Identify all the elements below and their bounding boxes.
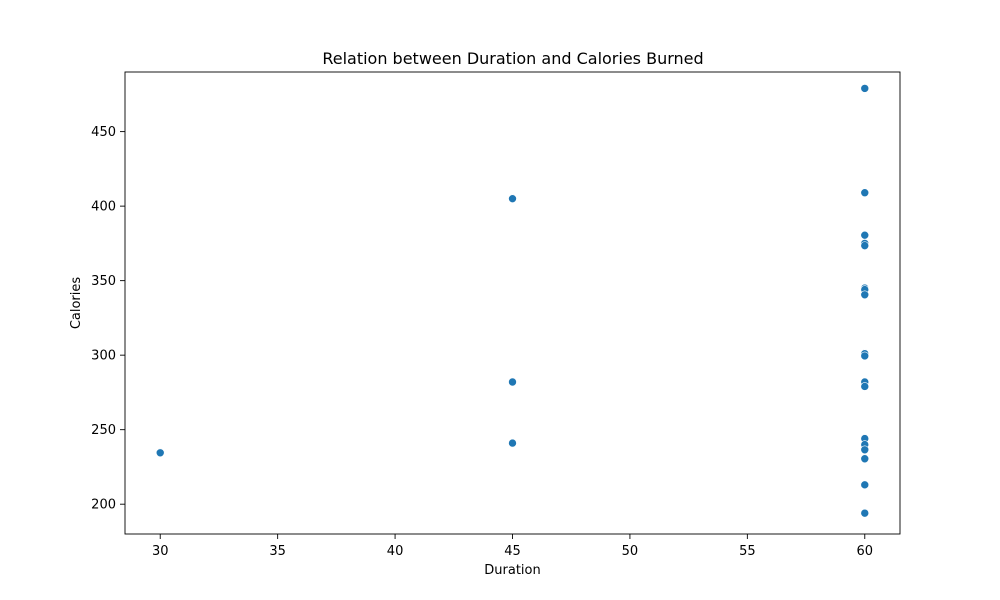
data-point-4: [860, 84, 870, 93]
data-point-3: [508, 438, 517, 448]
data-point-20: [860, 480, 870, 490]
data-point-11: [860, 290, 870, 300]
x-tick-label-1: 35: [269, 544, 286, 559]
plot-area: [124, 71, 901, 535]
data-point-1: [508, 194, 517, 203]
y-tick-label-3: 350: [91, 274, 116, 289]
data-point-6: [860, 230, 870, 240]
y-tick-label-0: 200: [91, 498, 116, 513]
data-point-18: [860, 445, 870, 455]
data-point-0: [155, 448, 165, 458]
data-point-5: [860, 188, 870, 198]
plot-frame: [125, 72, 900, 534]
y-tick-label-1: 250: [91, 423, 116, 438]
x-tick-label-2: 40: [387, 544, 404, 559]
y-tick-label-2: 300: [91, 349, 116, 364]
data-point-15: [860, 382, 870, 391]
x-tick-label-4: 50: [622, 544, 639, 559]
x-tick-label-5: 55: [739, 544, 756, 559]
y-tick-label-4: 400: [91, 200, 116, 215]
data-point-21: [860, 508, 870, 518]
x-tick-label-6: 60: [856, 544, 873, 559]
chart-title: Relation between Duration and Calories B…: [322, 49, 703, 68]
data-point-13: [860, 351, 870, 361]
x-axis-label: Duration: [484, 563, 540, 578]
data-point-8: [860, 241, 870, 250]
x-tick-label-3: 45: [504, 544, 521, 559]
y-axis: 200 250 300 350 400 450: [91, 125, 125, 513]
y-tick-label-5: 450: [91, 125, 116, 140]
points-layer: [155, 84, 870, 518]
x-axis: 30 35 40 45 50 55 60: [152, 534, 873, 559]
y-axis-label: Calories: [69, 277, 84, 330]
data-point-19: [860, 454, 870, 464]
data-point-2: [508, 377, 517, 387]
x-tick-label-0: 30: [152, 544, 169, 559]
